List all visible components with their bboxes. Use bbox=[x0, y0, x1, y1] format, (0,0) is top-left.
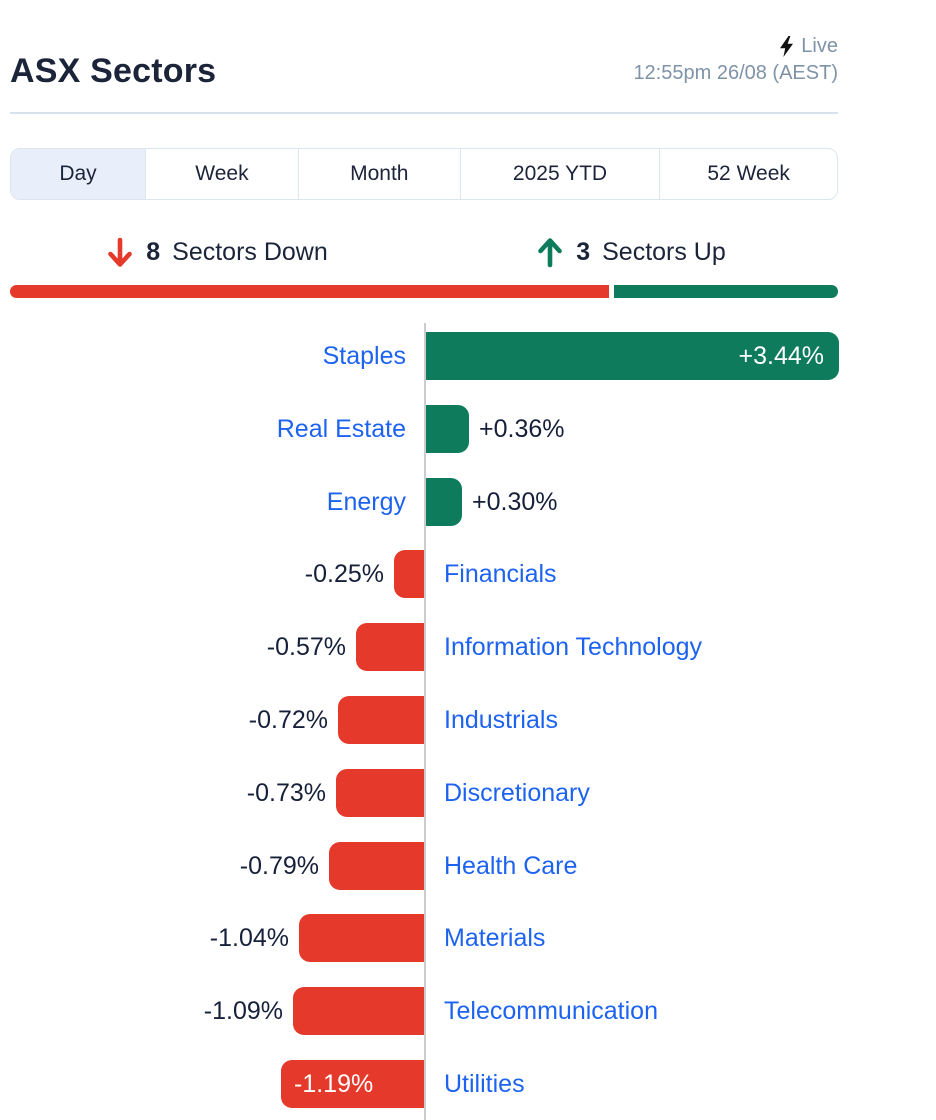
tab-week[interactable]: Week bbox=[146, 149, 299, 199]
chart-row: Real Estate +0.36% bbox=[10, 405, 838, 453]
down-up-ratio-bar bbox=[10, 285, 838, 298]
negative-bar bbox=[329, 842, 424, 890]
chart-row: Materials -1.04% bbox=[10, 914, 838, 962]
lightning-bolt-icon bbox=[779, 36, 794, 57]
sector-label[interactable]: Staples bbox=[322, 342, 406, 370]
sectors-down-label: Sectors Down bbox=[172, 237, 328, 266]
header-divider bbox=[10, 112, 838, 114]
live-status-block: Live 12:55pm 26/08 (AEST) bbox=[633, 33, 838, 87]
negative-bar bbox=[394, 550, 424, 598]
value-label: -1.04% bbox=[209, 924, 289, 952]
sectors-down-count: 8 bbox=[146, 237, 161, 266]
tab-month[interactable]: Month bbox=[299, 149, 461, 199]
zero-axis-line bbox=[424, 323, 426, 1120]
value-label: -0.57% bbox=[266, 633, 346, 661]
negative-bar bbox=[336, 769, 424, 817]
sector-summary: 8 Sectors Down 3 Sectors Up bbox=[10, 228, 838, 276]
sectors-up-summary: 3 Sectors Up bbox=[424, 228, 838, 276]
sector-label[interactable]: Telecommunication bbox=[444, 997, 658, 1025]
tab-week-label: Week bbox=[195, 162, 249, 185]
value-label: +0.30% bbox=[472, 488, 558, 516]
value-label: -0.72% bbox=[248, 706, 328, 734]
chart-row: Industrials -0.72% bbox=[10, 696, 838, 744]
value-label: +3.44% bbox=[738, 342, 825, 370]
value-label: -0.73% bbox=[246, 779, 326, 807]
value-label: -0.25% bbox=[304, 560, 384, 588]
sector-label[interactable]: Industrials bbox=[444, 706, 558, 734]
sector-label[interactable]: Real Estate bbox=[276, 415, 406, 443]
chart-row: Telecommunication -1.09% bbox=[10, 987, 838, 1035]
timeframe-tabs: Day Week Month 2025 YTD 52 Week bbox=[10, 148, 838, 200]
tab-2025-ytd[interactable]: 2025 YTD bbox=[461, 149, 661, 199]
positive-bar bbox=[426, 405, 469, 453]
sector-label[interactable]: Energy bbox=[326, 488, 406, 516]
tab-52-week-label: 52 Week bbox=[707, 162, 790, 185]
negative-bar bbox=[356, 623, 424, 671]
sector-label[interactable]: Information Technology bbox=[444, 633, 703, 661]
sector-chart: Staples +3.44% Real Estate +0.36% Energy +0.3… bbox=[10, 323, 839, 1120]
positive-bar bbox=[426, 332, 839, 380]
tab-day-label: Day bbox=[59, 162, 97, 185]
chart-row: Financials -0.25% bbox=[10, 550, 838, 598]
chart-row: Discretionary -0.73% bbox=[10, 769, 838, 817]
live-label: Live bbox=[801, 35, 838, 57]
ratio-bar-down-segment bbox=[10, 285, 609, 298]
ratio-bar-up-segment bbox=[613, 285, 838, 298]
sector-label[interactable]: Health Care bbox=[444, 852, 578, 880]
value-label: -0.79% bbox=[239, 852, 319, 880]
negative-bar bbox=[293, 987, 424, 1035]
tab-52-week[interactable]: 52 Week bbox=[660, 149, 837, 199]
down-arrow-icon bbox=[106, 237, 134, 268]
sector-label[interactable]: Utilities bbox=[444, 1070, 525, 1098]
negative-bar bbox=[281, 1060, 424, 1108]
chart-row: Utilities -1.19% bbox=[10, 1060, 838, 1108]
tab-2025-ytd-label: 2025 YTD bbox=[512, 162, 608, 185]
chart-row: Staples +3.44% bbox=[10, 332, 839, 380]
value-label: -1.19% bbox=[294, 1070, 374, 1098]
negative-bar bbox=[338, 696, 424, 744]
positive-bar bbox=[426, 478, 462, 526]
sectors-down-summary: 8 Sectors Down bbox=[10, 228, 424, 276]
chart-row: Health Care -0.79% bbox=[10, 842, 838, 890]
negative-bar bbox=[299, 914, 424, 962]
value-label: -1.09% bbox=[203, 997, 283, 1025]
tab-month-label: Month bbox=[350, 162, 409, 185]
sectors-up-count: 3 bbox=[576, 237, 591, 266]
tab-day[interactable]: Day bbox=[11, 149, 147, 199]
chart-row: Information Technology -0.57% bbox=[10, 623, 838, 671]
chart-row: Energy +0.30% bbox=[10, 478, 838, 526]
sector-label[interactable]: Financials bbox=[444, 560, 557, 588]
timestamp: 12:55pm 26/08 (AEST) bbox=[633, 62, 838, 84]
value-label: +0.36% bbox=[479, 415, 565, 443]
sectors-up-label: Sectors Up bbox=[602, 237, 726, 266]
sector-label[interactable]: Discretionary bbox=[444, 779, 590, 807]
up-arrow-icon bbox=[536, 237, 564, 268]
page-title: ASX Sectors bbox=[10, 52, 217, 90]
sector-label[interactable]: Materials bbox=[444, 924, 546, 952]
